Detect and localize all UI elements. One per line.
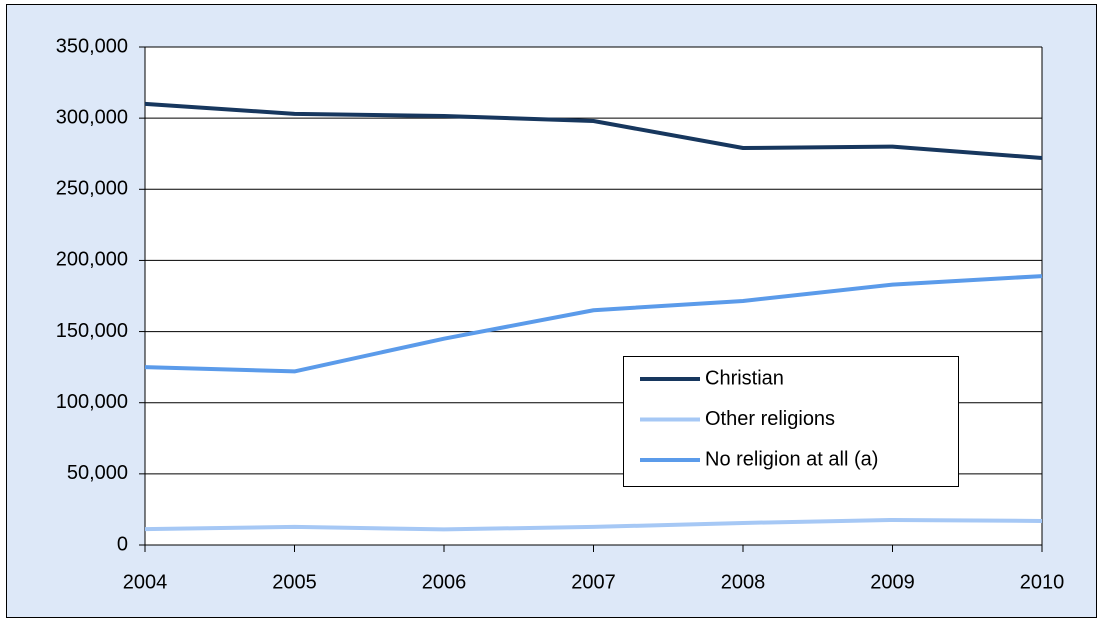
x-tick-label: 2009 [870,571,915,593]
y-tick-label: 100,000 [56,391,128,413]
legend-label: Christian [705,367,784,389]
x-tick-label: 2005 [272,571,317,593]
legend-label: Other religions [705,408,835,430]
y-tick-label: 350,000 [56,35,128,57]
line-series [144,101,1043,160]
line-series [144,517,1043,532]
x-tick-label: 2008 [721,571,766,593]
line-series [144,274,1043,374]
y-tick-label: 300,000 [56,106,128,128]
y-tick-label: 50,000 [67,462,128,484]
x-tick-label: 2007 [571,571,616,593]
x-tick-label: 2004 [123,571,168,593]
y-tick-label: 150,000 [56,320,128,342]
y-tick-label: 250,000 [56,178,128,200]
y-tick-label: 200,000 [56,249,128,271]
y-tick-label: 0 [117,533,128,555]
legend-label: No religion at all (a) [705,448,878,470]
x-tick-label: 2006 [422,571,467,593]
x-tick-label: 2010 [1020,571,1065,593]
